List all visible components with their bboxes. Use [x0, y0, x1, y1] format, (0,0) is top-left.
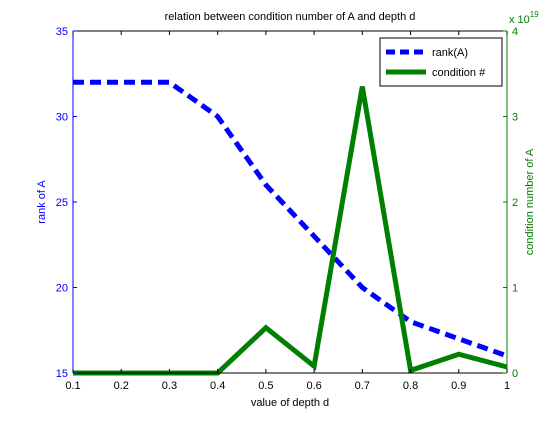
legend-label-condition: condition #: [432, 67, 486, 79]
x-tick-label: 0.2: [114, 380, 129, 392]
y-right-tick-label: 0: [512, 368, 518, 380]
legend-box: [379, 37, 503, 87]
plot-area: [73, 31, 507, 373]
y-left-tick-label: 35: [56, 26, 68, 38]
x-tick-label: 0.7: [355, 380, 370, 392]
x-tick-label: 0.3: [162, 380, 177, 392]
chart-title: relation between condition number of A a…: [165, 11, 416, 23]
x-tick-label: 0.8: [403, 380, 418, 392]
series-line-rank: [73, 79, 508, 359]
y-left-tick-label: 30: [56, 112, 68, 124]
y-right-axis-label: condition number of A: [524, 148, 536, 255]
y-right-tick-label: 2: [512, 197, 518, 209]
right-axis-multiplier: x 1019: [509, 10, 539, 26]
x-tick-label: 0.6: [306, 380, 321, 392]
right-axis-multiplier-exponent: 19: [530, 10, 539, 19]
x-tick-label: 0.1: [65, 380, 80, 392]
right-axis-multiplier-base: x 10: [509, 14, 530, 26]
x-tick-label: 0.9: [451, 380, 466, 392]
x-tick-label: 0.4: [210, 380, 225, 392]
y-right-tick-label: 1: [512, 283, 518, 295]
y-right-tick-label: 3: [512, 112, 518, 124]
y-right-tick-label: 4: [512, 26, 518, 38]
y-left-axis-label: rank of A: [36, 180, 48, 224]
x-tick-label: 1: [504, 380, 510, 392]
tick-layer: 0.1 0.2 0.3 0.4 0.5 0.6 0.7 0.8 0.9 1152025303501…: [56, 26, 518, 392]
legend: rank(A) condition #: [379, 37, 503, 87]
y-left-tick-label: 15: [56, 368, 68, 380]
y-left-tick-label: 25: [56, 197, 68, 209]
y-left-tick-label: 20: [56, 283, 68, 295]
x-axis-label: value of depth d: [251, 397, 329, 409]
legend-label-rank: rank(A): [432, 47, 468, 59]
x-tick-label: 0.5: [258, 380, 273, 392]
